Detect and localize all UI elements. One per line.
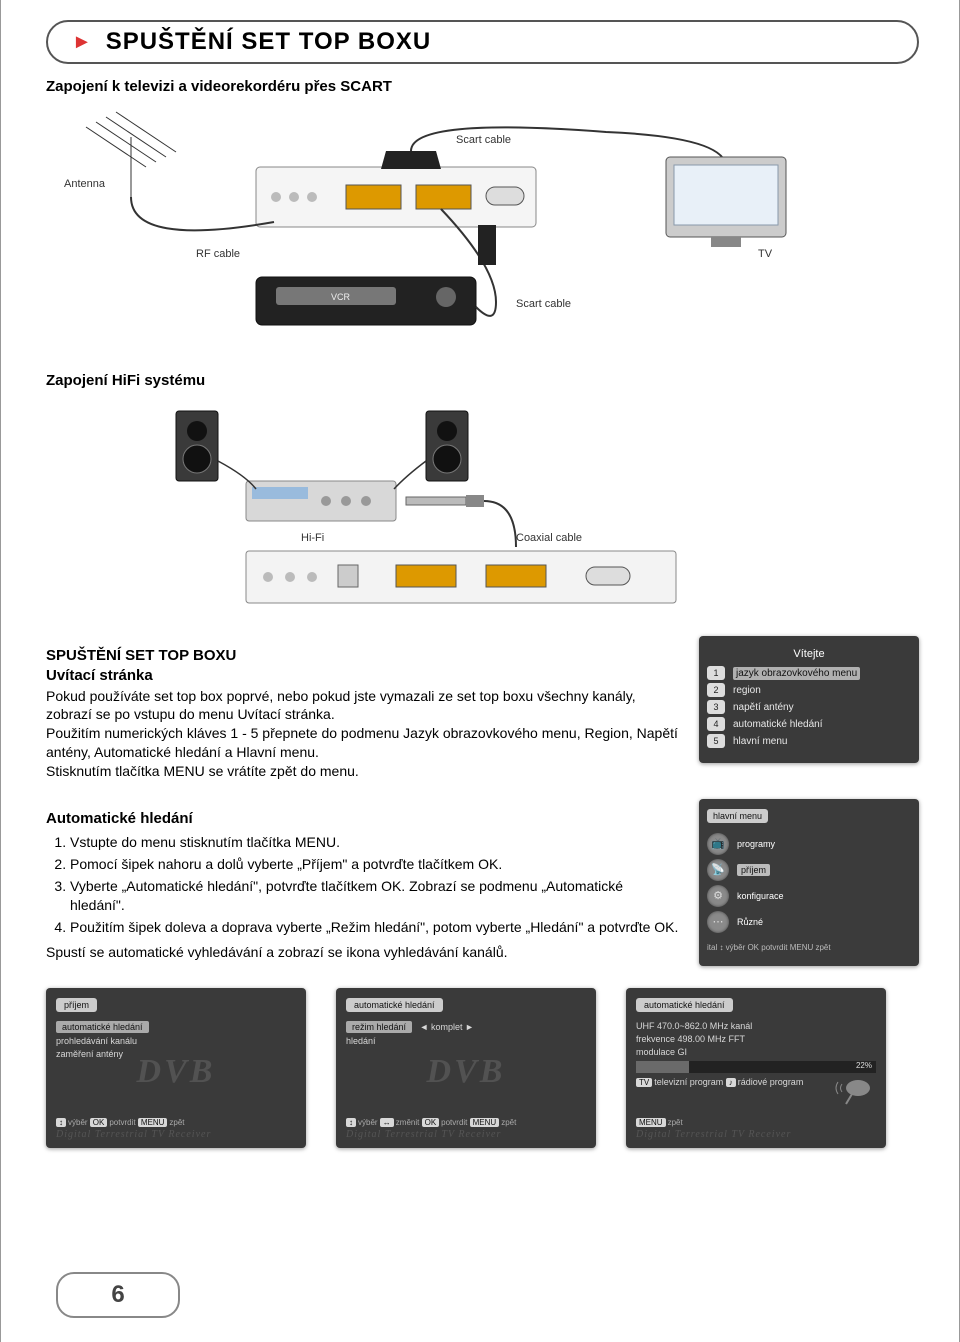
uvitaci-p1: Pokud používáte set top box poprvé, nebo…	[46, 687, 681, 725]
label-vcr: VCR	[331, 292, 351, 302]
uvitaci-p2: Použitím numerických kláves 1 - 5 přepne…	[46, 724, 681, 762]
title-band: ► SPUŠTĚNÍ SET TOP BOXU	[46, 20, 919, 64]
page-number: 6	[56, 1272, 180, 1318]
label-coax: Coaxial cable	[516, 532, 582, 544]
progress-bar: 22%	[636, 1061, 876, 1073]
vitejte-menu-thumb: Vítejte 1jazyk obrazovkového menu 2regio…	[699, 636, 919, 763]
section-scart-heading: Zapojení k televizi a videorekordéru pře…	[46, 78, 919, 95]
label-scart2: Scart cable	[516, 298, 571, 310]
antenna-icon: 📡	[707, 859, 729, 881]
auto-step-2: Pomocí šipek nahoru a dolů vyberte „Příj…	[70, 855, 681, 874]
thumbnails-row: příjem automatické hledání prohledávání …	[46, 988, 919, 1148]
section-hifi-heading: Zapojení HiFi systému	[46, 372, 919, 389]
auto-step-3: Vyberte „Automatické hledání", potvrďte …	[70, 877, 681, 915]
auto-step-1: Vstupte do menu stisknutím tlačítka MENU…	[70, 833, 681, 852]
thumb-scan: automatické hledání UHF 470.0~862.0 MHz …	[626, 988, 886, 1148]
label-hifi: Hi-Fi	[301, 532, 324, 544]
triangle-icon: ►	[72, 31, 92, 54]
hlavni-foot: ital ↕ výběr OK potvrdit MENU zpět	[707, 943, 911, 952]
auto-final: Spustí se automatické vyhledávání a zobr…	[46, 943, 681, 962]
diagram-hifi: Hi-Fi Coaxial cable	[46, 397, 919, 618]
diagram-scart: Antenna Scart cable TV RF cable VCR	[46, 103, 919, 354]
hlavni-tab: hlavní menu	[707, 809, 768, 823]
auto-step-4: Použitím šipek doleva a doprava vyberte …	[70, 918, 681, 937]
title-text: SPUŠTĚNÍ SET TOP BOXU	[106, 28, 432, 56]
label-antenna: Antenna	[64, 178, 106, 190]
vitejte-title: Vítejte	[707, 648, 911, 660]
dish-icon	[832, 1076, 872, 1106]
heading-auto: Automatické hledání	[46, 809, 681, 829]
uvitaci-p3: Stisknutím tlačítka MENU se vrátíte zpět…	[46, 762, 681, 781]
thumb-prijem: příjem automatické hledání prohledávání …	[46, 988, 306, 1148]
label-tv: TV	[758, 248, 773, 260]
gear-icon: ⚙	[707, 885, 729, 907]
heading-spusteni: SPUŠTĚNÍ SET TOP BOXU	[46, 646, 681, 666]
tv-icon: 📺	[707, 833, 729, 855]
label-scart1: Scart cable	[456, 134, 511, 146]
more-icon: ⋯	[707, 911, 729, 933]
thumb-auto-hledani: automatické hledání režim hledání ◄ komp…	[336, 988, 596, 1148]
label-rf: RF cable	[196, 248, 240, 260]
auto-steps: Vstupte do menu stisknutím tlačítka MENU…	[46, 833, 681, 936]
hlavni-menu-thumb: hlavní menu 📺programy 📡příjem ⚙konfigura…	[699, 799, 919, 966]
heading-uvitaci: Uvítací stránka	[46, 666, 681, 686]
